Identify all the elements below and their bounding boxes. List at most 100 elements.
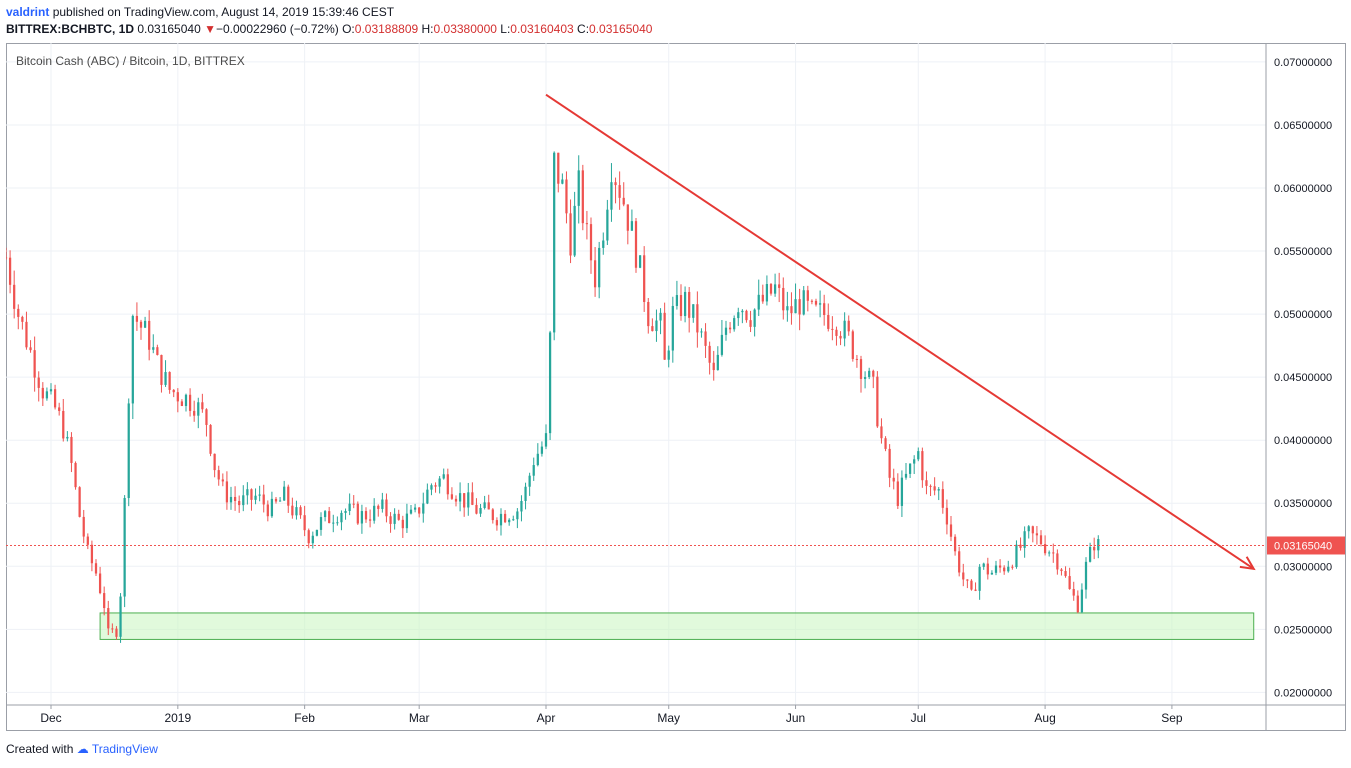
last-price: 0.03165040	[137, 22, 201, 36]
candle-body	[638, 255, 642, 268]
candle-body	[41, 387, 44, 399]
candle-body	[1031, 526, 1034, 534]
candle-body	[508, 519, 511, 523]
candle-body	[544, 433, 548, 447]
candle-body	[168, 372, 171, 390]
candle-body	[495, 520, 499, 526]
candle-body	[741, 310, 744, 313]
candle-body	[491, 509, 494, 521]
candle-body	[675, 295, 679, 306]
y-tick-label: 0.06500000	[1274, 120, 1332, 132]
candle-body	[25, 321, 28, 348]
candle-body	[974, 589, 977, 591]
candle-body	[949, 524, 953, 537]
candle-body	[266, 504, 269, 517]
candle-body	[405, 513, 409, 529]
candle-body	[131, 315, 134, 404]
candle-body	[512, 519, 515, 521]
publish-line: valdrint published on TradingView.com, A…	[6, 5, 394, 19]
created-with-label: Created with	[6, 742, 74, 756]
candle-body	[823, 303, 826, 316]
candle-body	[1076, 595, 1079, 613]
candle-body	[630, 221, 634, 231]
candle-body	[180, 401, 184, 407]
candle-body	[225, 481, 229, 503]
candle-body	[839, 335, 842, 339]
trendline-arrow-icon	[1239, 556, 1256, 571]
footer: Created with ☁ TradingView	[6, 742, 158, 756]
candle-body	[446, 474, 449, 495]
candle-body	[606, 209, 609, 241]
candle-body	[843, 320, 846, 339]
close-value: 0.03165040	[589, 22, 653, 36]
candle-body	[1088, 546, 1092, 562]
candle-body	[197, 402, 200, 416]
candle-body	[450, 494, 454, 499]
candle-body	[315, 529, 319, 536]
candle-body	[847, 320, 850, 332]
candle-body	[716, 354, 719, 371]
candle-body	[442, 474, 445, 479]
candle-body	[201, 402, 204, 410]
candle-body	[381, 499, 384, 509]
candle-body	[348, 503, 351, 511]
candle-body	[262, 494, 265, 505]
candle-body	[782, 287, 785, 311]
candle-body	[119, 596, 122, 637]
candle-body	[209, 424, 212, 454]
candle-body	[107, 608, 110, 629]
candle-body	[585, 223, 589, 225]
y-tick-label: 0.03000000	[1274, 561, 1332, 573]
candle-body	[418, 507, 421, 514]
candle-body	[733, 318, 736, 330]
candle-body	[426, 489, 429, 504]
candle-body	[229, 496, 233, 503]
candle-body	[1023, 531, 1026, 548]
candle-body	[851, 331, 854, 359]
author-name[interactable]: valdrint	[6, 5, 50, 19]
candle-body	[540, 446, 544, 454]
candle-body	[1064, 571, 1067, 577]
candle-body	[409, 509, 413, 514]
candle-body	[45, 391, 49, 399]
candle-body	[82, 516, 85, 537]
candle-body	[835, 329, 838, 336]
candle-body	[246, 489, 249, 496]
candle-body	[471, 492, 474, 505]
price-chart[interactable]: 0.07000000 0.06500000 0.06000000 0.05500000…	[6, 43, 1346, 731]
candle-body	[254, 495, 257, 500]
candle-body	[98, 573, 102, 594]
candle-body	[17, 308, 20, 317]
candle-body	[802, 290, 805, 315]
candle-body	[13, 284, 16, 309]
low-label: L:	[500, 22, 511, 36]
candle-body	[904, 473, 908, 478]
candle-body	[33, 350, 36, 378]
candle-body	[643, 255, 646, 302]
candle-body	[749, 320, 752, 327]
candle-body	[982, 563, 985, 567]
candle-body	[573, 205, 576, 256]
candle-body	[884, 438, 887, 449]
candle-body	[233, 496, 237, 502]
open-label: O:	[342, 22, 355, 36]
candle-body	[994, 565, 998, 573]
candle-body	[663, 312, 666, 360]
candle-body	[593, 260, 597, 288]
candle-body	[798, 299, 801, 315]
candle-body	[127, 403, 130, 499]
symbol-label: BITTREX:BCHBTC, 1D	[6, 22, 134, 36]
candle-body	[1097, 539, 1100, 551]
candle-body	[135, 315, 139, 322]
candle-body	[577, 170, 580, 206]
candle-body	[291, 505, 294, 516]
candle-body	[360, 511, 364, 524]
candle-body	[520, 500, 523, 512]
tradingview-link[interactable]: TradingView	[91, 742, 158, 756]
candle-body	[561, 179, 564, 184]
candle-body	[688, 291, 691, 318]
candle-body	[373, 505, 376, 521]
candle-body	[700, 331, 703, 333]
support-zone	[99, 612, 1255, 640]
candle-body	[708, 345, 711, 363]
